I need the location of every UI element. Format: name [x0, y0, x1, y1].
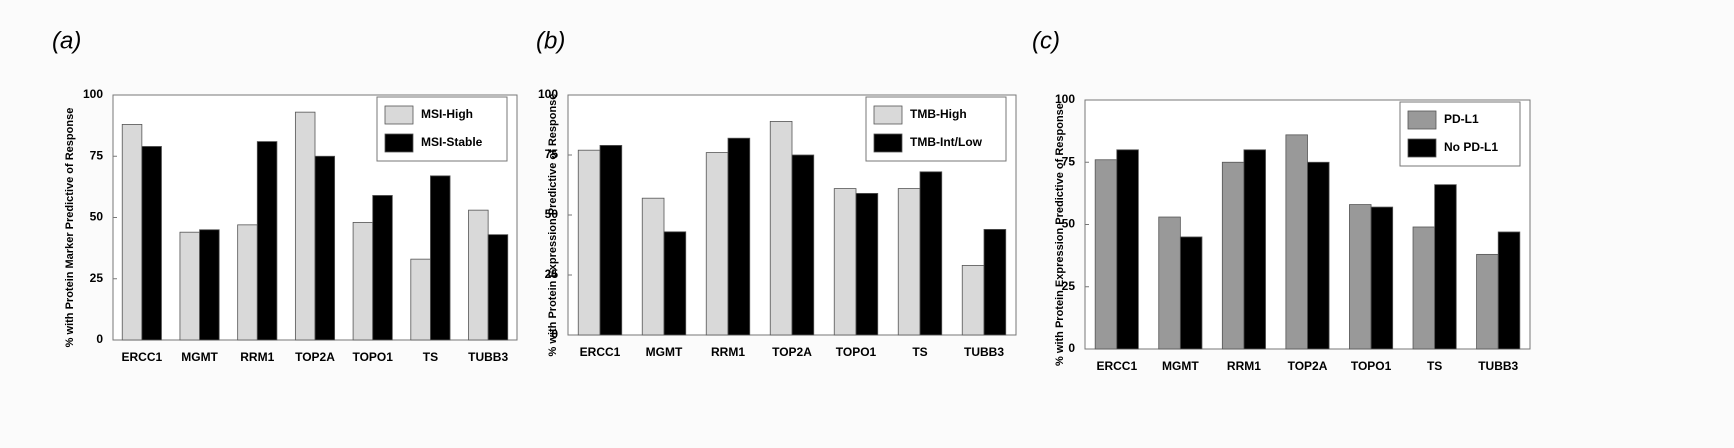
y-tick-label: 50 [545, 207, 559, 221]
bar [577, 149, 601, 336]
y-tick-label: 0 [551, 327, 558, 341]
x-tick-label: RRM1 [711, 345, 745, 359]
bar [430, 175, 451, 341]
bar [314, 155, 336, 341]
legend-label: MSI-High [421, 107, 473, 121]
legend-swatch [1407, 138, 1437, 158]
x-tick-label: ERCC1 [122, 350, 163, 364]
legend-swatch [873, 105, 903, 125]
bar [1179, 236, 1203, 350]
legend-swatch [1407, 110, 1437, 130]
bar [1307, 161, 1330, 350]
y-tick-label: 75 [90, 148, 104, 162]
bar [237, 224, 258, 341]
x-tick-label: TOPO1 [352, 350, 393, 364]
bar [1221, 161, 1245, 350]
legend-swatch [873, 133, 903, 153]
bar [410, 258, 431, 341]
y-tick-label: 25 [545, 267, 559, 281]
x-tick-label: RRM1 [240, 350, 274, 364]
bar [641, 197, 665, 336]
y-tick-label: 0 [96, 332, 103, 346]
y-tick-label: 50 [90, 210, 104, 224]
x-tick-label: TUBB3 [1478, 359, 1518, 373]
bar [1094, 159, 1118, 350]
x-tick-label: ERCC1 [580, 345, 621, 359]
x-tick-label: TOPO1 [1351, 359, 1392, 373]
x-tick-label: TUBB3 [468, 350, 508, 364]
y-axis-label: % with Protein Expression Predictive of … [1054, 103, 1066, 366]
bar [179, 231, 200, 341]
x-tick-label: TS [423, 350, 438, 364]
legend-label: TMB-Int/Low [910, 135, 983, 149]
panel-label: (a) [52, 27, 81, 54]
y-axis-label: % with Protein Marker Predictive of Resp… [64, 108, 76, 348]
bar [855, 192, 879, 336]
bar [141, 146, 162, 341]
bar [983, 228, 1007, 336]
y-tick-label: 75 [1062, 154, 1076, 168]
x-tick-label: TOPO1 [836, 345, 877, 359]
y-tick-label: 100 [1055, 92, 1075, 106]
bar [663, 231, 687, 336]
y-tick-label: 25 [1062, 279, 1076, 293]
y-tick-label: 100 [83, 87, 103, 101]
legend-label: TMB-High [910, 107, 967, 121]
y-axis-label: % with Protein Expression Predictive of … [547, 94, 559, 357]
x-tick-label: MGMT [1162, 359, 1199, 373]
x-tick-label: ERCC1 [1096, 359, 1137, 373]
bar [294, 111, 316, 341]
bar [919, 171, 943, 336]
x-tick-label: MGMT [181, 350, 218, 364]
bar [791, 154, 815, 336]
legend-label: PD-L1 [1444, 112, 1479, 126]
bar [1476, 253, 1499, 350]
bar [1412, 226, 1436, 350]
bar [961, 264, 985, 336]
y-tick-label: 100 [538, 87, 558, 101]
bar [897, 188, 921, 336]
x-tick-label: TOP2A [1288, 359, 1328, 373]
legend-swatch [384, 105, 414, 125]
y-tick-label: 0 [1068, 341, 1075, 355]
bar [727, 137, 751, 336]
bar [599, 144, 623, 336]
x-tick-label: TUBB3 [964, 345, 1004, 359]
bar [1158, 216, 1181, 350]
bar [1116, 149, 1139, 350]
y-tick-label: 50 [1062, 217, 1076, 231]
x-tick-label: TOP2A [295, 350, 335, 364]
bar [1349, 204, 1372, 350]
x-tick-label: MGMT [646, 345, 683, 359]
y-tick-label: 75 [545, 147, 559, 161]
bar [372, 195, 393, 341]
bar [833, 188, 857, 336]
bar [468, 209, 489, 341]
y-tick-label: 25 [90, 271, 104, 285]
legend-label: No PD-L1 [1444, 140, 1498, 154]
bar [1370, 206, 1394, 350]
bar [256, 141, 278, 341]
x-tick-label: TS [1427, 359, 1442, 373]
bar [1497, 231, 1521, 350]
legend-swatch [384, 133, 414, 153]
bar [352, 221, 374, 341]
bar [1434, 184, 1457, 350]
x-tick-label: TS [912, 345, 927, 359]
bar [769, 121, 793, 336]
x-tick-label: RRM1 [1227, 359, 1261, 373]
bar [705, 152, 729, 336]
bar [1285, 134, 1308, 350]
bar [121, 124, 143, 341]
x-tick-label: TOP2A [772, 345, 812, 359]
panel-label: (c) [1032, 27, 1060, 54]
bar [1243, 149, 1266, 350]
bar [487, 234, 509, 341]
panel-label: (b) [536, 27, 565, 54]
legend-label: MSI-Stable [421, 135, 483, 149]
bar [199, 229, 220, 341]
